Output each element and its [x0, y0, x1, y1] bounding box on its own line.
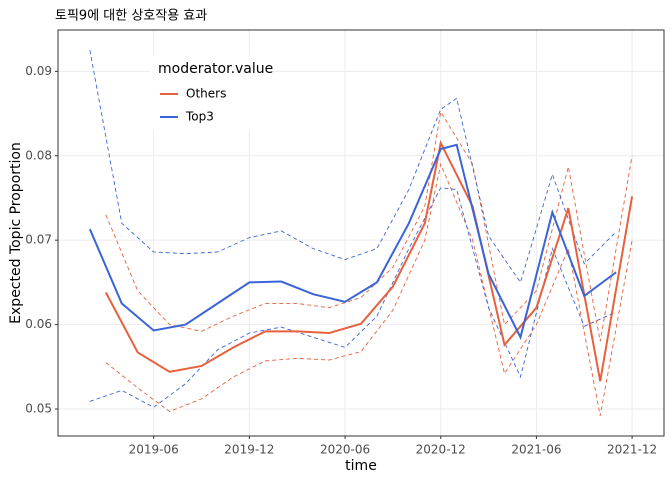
legend: Others Top3: [160, 87, 226, 124]
y-tick-label: 0.05: [25, 401, 52, 415]
y-tick-label: 0.08: [25, 148, 52, 162]
confidence-lower: [105, 162, 633, 416]
x-tick-label: 2019-12: [224, 443, 274, 457]
x-tick-label: 2021-12: [607, 443, 657, 457]
y-tick-label: 0.07: [25, 233, 52, 247]
legend-item: Top3: [185, 110, 214, 124]
x-tick-label: 2020-12: [416, 443, 466, 457]
y-axis-title: Expected Topic Proportion: [8, 142, 24, 324]
plot-marks: [88, 50, 634, 416]
grid: 0.05 0.06 0.07 0.08 0.09 2019-06 2019-12 2020-0…: [25, 30, 664, 457]
x-tick-label: 2019-06: [129, 443, 179, 457]
y-tick-label: 0.06: [25, 317, 52, 331]
legend-title: moderator.value: [158, 61, 273, 77]
chart-title: 토픽9에 대한 상호작용 효과: [55, 9, 207, 24]
y-tick-label: 0.09: [25, 64, 52, 78]
confidence-lower: [89, 187, 617, 408]
x-tick-label: 2021-06: [511, 443, 561, 457]
legend-item: Others: [186, 87, 226, 101]
x-axis-title: time: [345, 458, 377, 474]
line: [104, 140, 634, 382]
confidence-upper: [89, 50, 617, 284]
line: [88, 143, 617, 341]
panel-border: [57, 29, 665, 437]
x-tick-label: 2020-06: [320, 443, 370, 457]
